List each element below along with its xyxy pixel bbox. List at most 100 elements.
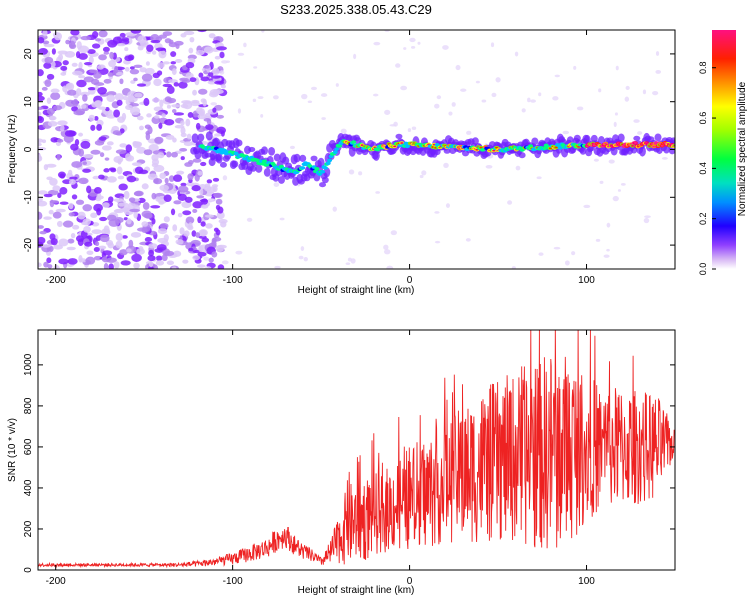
noise-blob — [212, 89, 224, 95]
ridge-core — [334, 147, 340, 151]
noise-blob — [91, 43, 101, 49]
ridge-halo — [668, 146, 675, 155]
noise-blob — [214, 133, 222, 137]
noise-blob — [192, 208, 198, 214]
ridge-halo — [208, 157, 216, 167]
noise-blob — [174, 124, 185, 129]
noise-blob — [215, 198, 223, 205]
noise-blob — [98, 30, 108, 38]
noise-blob — [103, 263, 109, 269]
noise-blob — [113, 261, 120, 269]
noise-blob — [190, 101, 200, 107]
noise-blob — [606, 248, 610, 252]
noise-blob — [38, 106, 44, 111]
noise-blob — [146, 44, 154, 52]
noise-blob — [148, 143, 159, 152]
noise-blob — [99, 234, 110, 243]
noise-blob — [103, 78, 112, 84]
noise-blob — [144, 236, 153, 243]
noise-blob — [350, 258, 356, 264]
snr-x-tick-label: -200 — [46, 576, 66, 587]
noise-blob — [353, 53, 357, 60]
ridge-peak — [400, 142, 404, 144]
noise-blob — [101, 145, 112, 151]
noise-blob — [78, 177, 89, 185]
noise-blob — [137, 35, 147, 44]
noise-blob — [126, 248, 132, 253]
noise-blob — [115, 71, 124, 76]
noise-blob — [181, 201, 192, 209]
ridge-core — [404, 144, 410, 149]
noise-blob — [38, 142, 42, 147]
ridge-halo — [205, 131, 213, 141]
noise-blob — [552, 96, 559, 101]
noise-blob — [155, 260, 165, 266]
noise-blob — [57, 192, 62, 199]
ridge-core — [314, 167, 320, 171]
noise-blob — [151, 217, 156, 225]
noise-blob — [68, 40, 76, 49]
noise-blob — [188, 159, 194, 165]
noise-blob — [116, 166, 123, 175]
ridge-halo — [317, 157, 325, 168]
noise-blob — [106, 91, 117, 96]
noise-blob — [260, 114, 264, 118]
noise-blob — [213, 227, 219, 233]
noise-blob — [530, 99, 536, 103]
ridge-halo — [260, 146, 268, 155]
noise-blob — [78, 132, 84, 137]
noise-blob — [50, 92, 61, 100]
noise-blob — [78, 148, 85, 157]
noise-blob — [158, 50, 167, 59]
noise-blob — [136, 83, 147, 87]
noise-blob — [119, 78, 124, 85]
noise-blob — [148, 261, 154, 268]
noise-blob — [128, 197, 136, 203]
noise-blob — [205, 223, 213, 229]
snr-frame — [37, 329, 676, 571]
noise-blob — [141, 73, 153, 82]
ridge-peak — [654, 142, 659, 144]
noise-blob — [211, 251, 218, 258]
ridge-peak — [393, 145, 397, 148]
noise-blob — [208, 33, 216, 39]
noise-blob — [150, 33, 160, 43]
noise-blob — [150, 205, 161, 209]
noise-blob — [303, 256, 308, 262]
noise-blob — [196, 107, 203, 115]
noise-blob — [49, 200, 59, 204]
noise-blob — [164, 118, 175, 126]
ridge-halo — [231, 160, 239, 168]
noise-blob — [98, 136, 107, 141]
noise-blob — [400, 85, 408, 91]
noise-blob — [53, 105, 63, 111]
noise-blob — [70, 30, 80, 36]
noise-blob — [115, 233, 123, 241]
noise-blob — [192, 255, 201, 261]
noise-blob — [189, 37, 195, 43]
noise-blob — [67, 89, 77, 96]
noise-blob — [222, 175, 228, 181]
noise-blob — [94, 140, 105, 146]
noise-blob — [595, 238, 601, 242]
noise-blob — [553, 246, 561, 250]
noise-blob — [593, 158, 599, 162]
noise-blob — [197, 113, 207, 120]
noise-blob — [52, 185, 61, 192]
noise-blob — [119, 249, 128, 256]
noise-blob — [38, 111, 42, 117]
colorbar-tick-label: 0.0 — [698, 263, 708, 276]
noise-blob — [56, 220, 63, 228]
noise-blob — [633, 119, 640, 123]
noise-blob — [644, 215, 651, 219]
noise-blob — [603, 254, 610, 258]
noise-blob — [121, 37, 130, 42]
noise-blob — [599, 180, 604, 184]
noise-blob — [46, 257, 52, 264]
noise-blob — [207, 72, 214, 77]
noise-blob — [104, 157, 110, 161]
colorbar-tick-label: 0.6 — [698, 112, 708, 125]
noise-blob — [93, 82, 105, 86]
noise-blob — [214, 80, 225, 85]
ridge-halo — [219, 161, 227, 168]
